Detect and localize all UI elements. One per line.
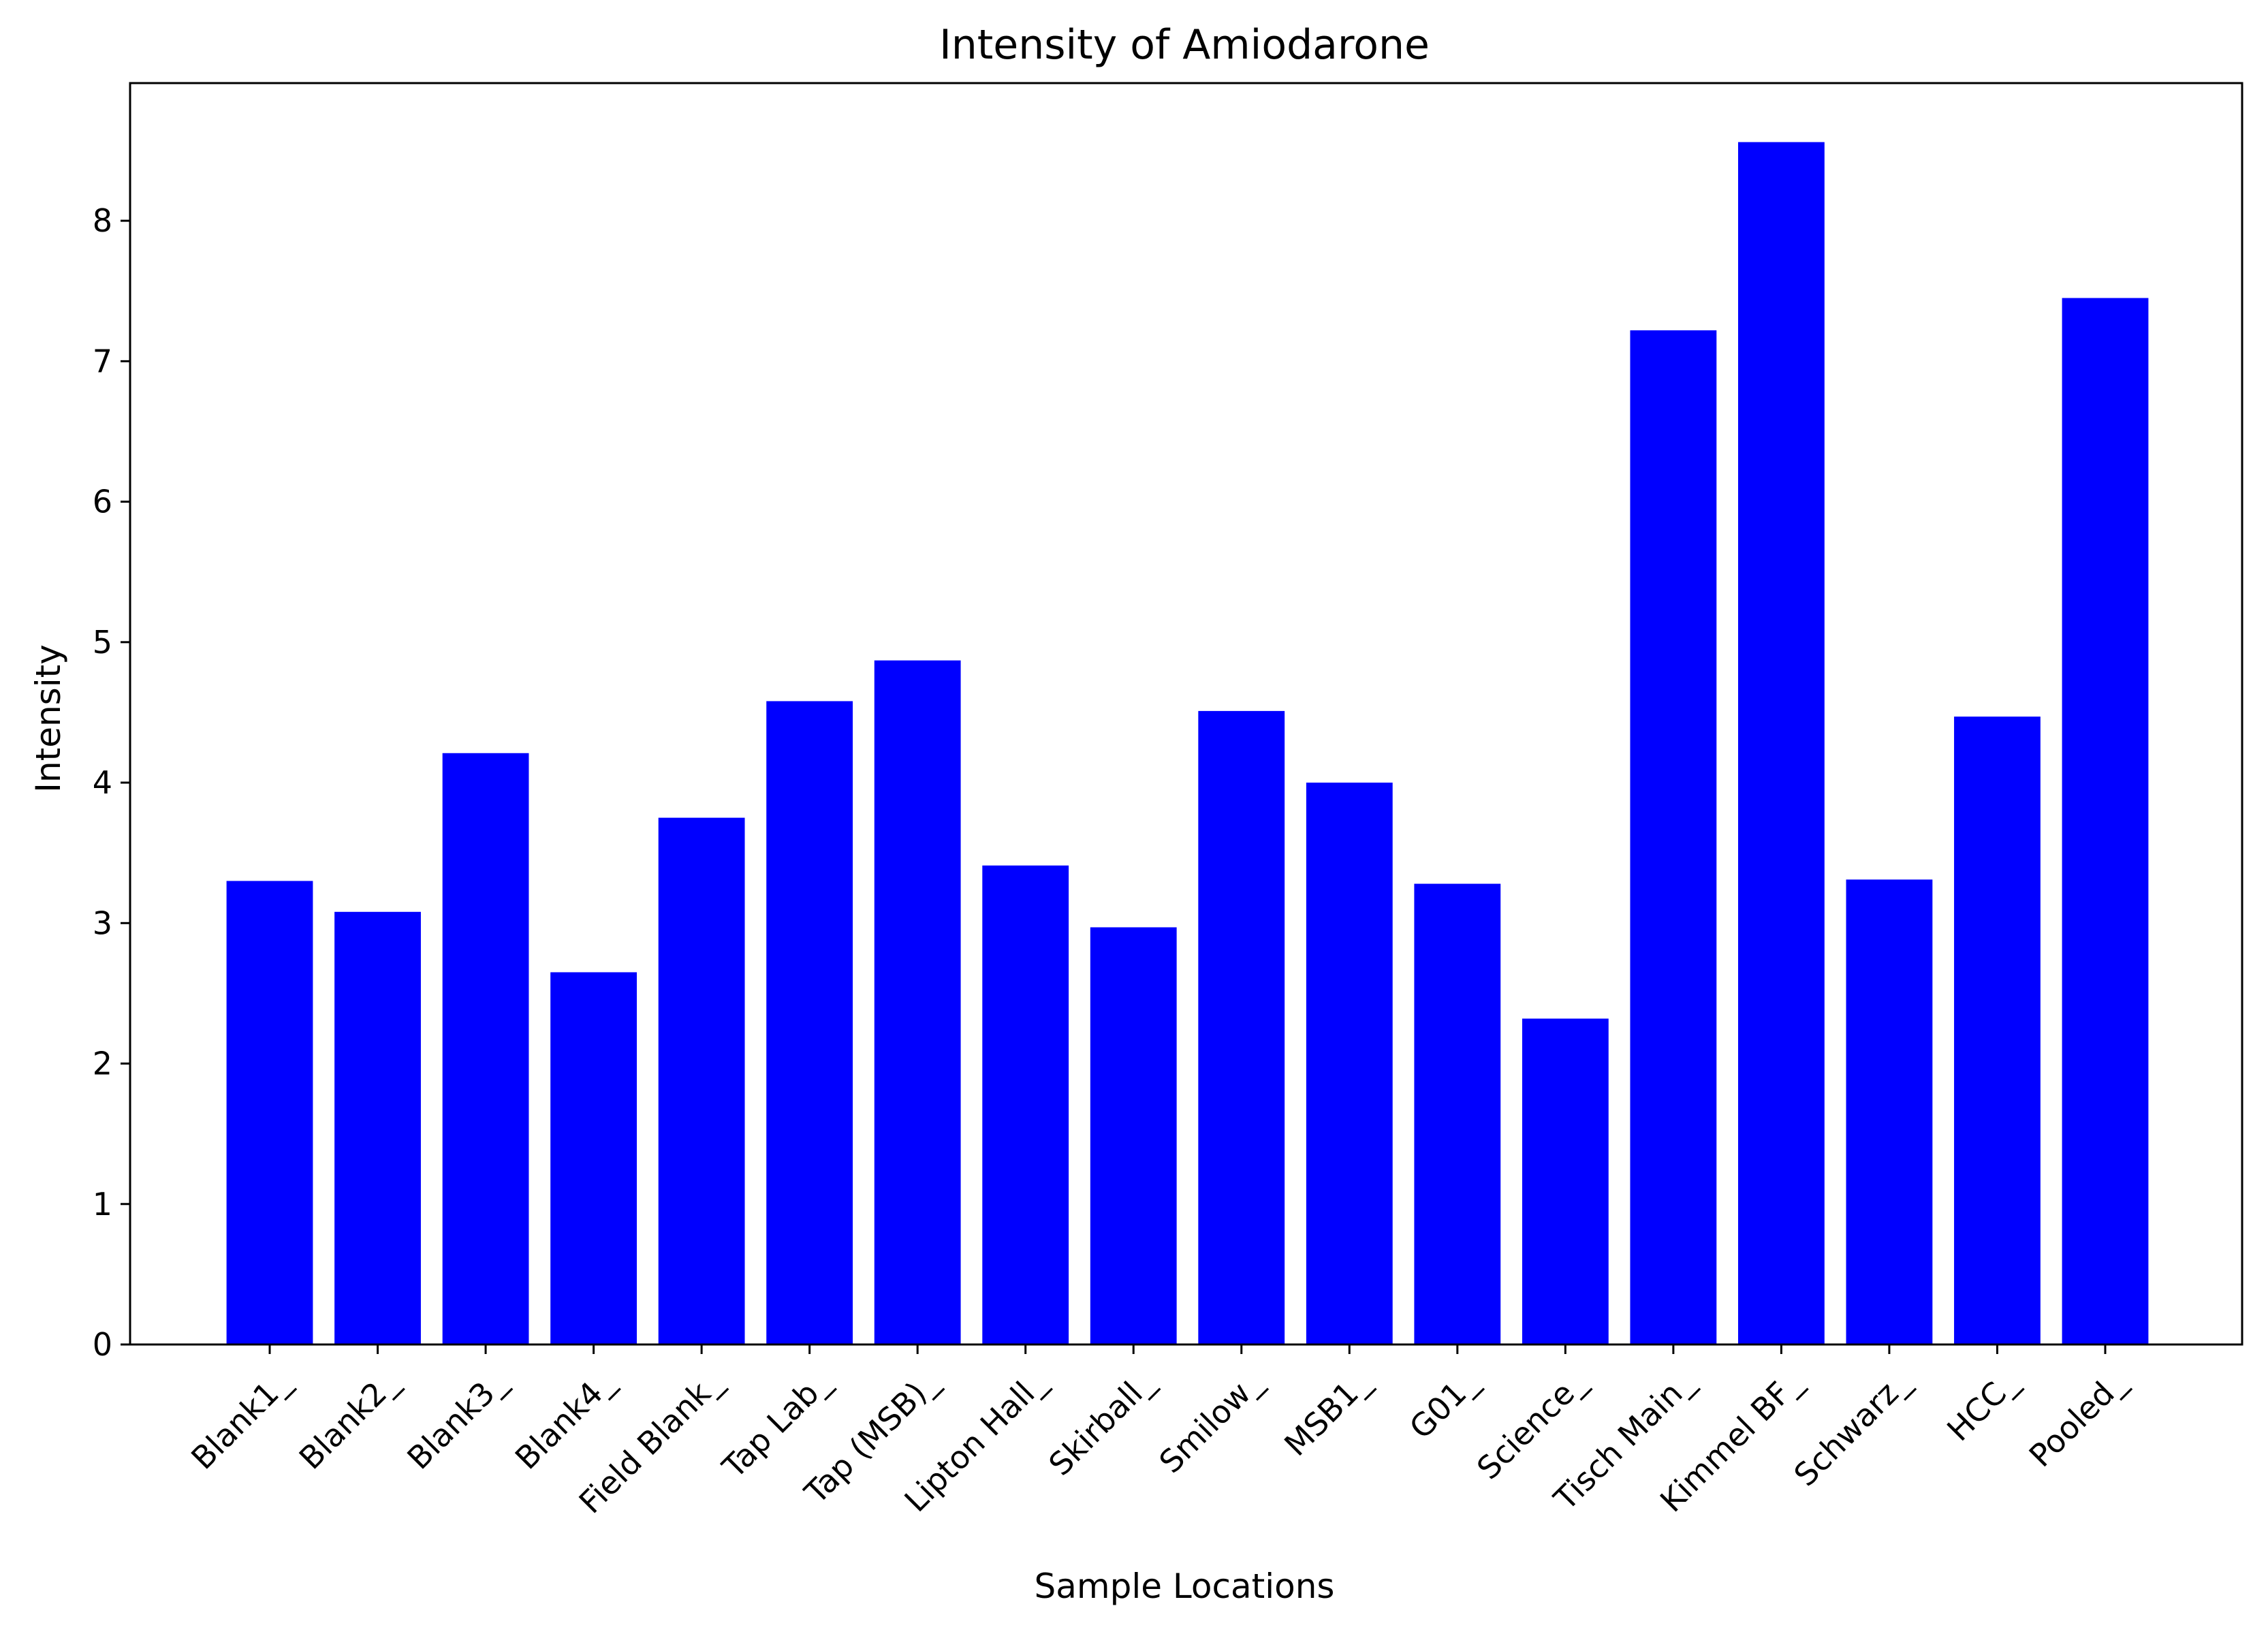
y-tick-label-1: 1 [93,1186,112,1223]
y-tick-label-8: 8 [93,202,112,239]
bar-0 [226,881,313,1344]
bar-9 [1198,710,1285,1344]
bar-6 [874,660,961,1344]
bar-1 [334,911,421,1344]
x-axis-label: Sample Locations [1035,1567,1335,1606]
bar-17 [2062,298,2149,1344]
bar-8 [1090,927,1177,1344]
y-tick-label-5: 5 [93,624,112,661]
bar-16 [1954,717,2041,1344]
y-tick-label-0: 0 [93,1326,112,1363]
y-tick-label-7: 7 [93,343,112,379]
y-tick-label-2: 2 [93,1045,112,1082]
bar-7 [982,865,1069,1344]
y-axis-label: Intensity [29,644,68,793]
bar-2 [442,753,529,1344]
bar-3 [550,972,637,1344]
plot-frame [129,82,2243,1346]
chart-title: Intensity of Amiodarone [939,21,1430,69]
bar-14 [1738,142,1825,1344]
y-tick-label-4: 4 [93,764,112,801]
bar-13 [1630,330,1717,1345]
bar-12 [1522,1018,1609,1344]
bar-10 [1306,783,1393,1344]
y-tick-label-6: 6 [93,484,112,520]
bars-group [226,142,2149,1345]
y-tick-label-3: 3 [93,904,112,941]
bar-5 [766,701,853,1344]
bar-4 [658,817,745,1344]
bar-11 [1414,883,1501,1344]
bar-15 [1846,879,1933,1344]
